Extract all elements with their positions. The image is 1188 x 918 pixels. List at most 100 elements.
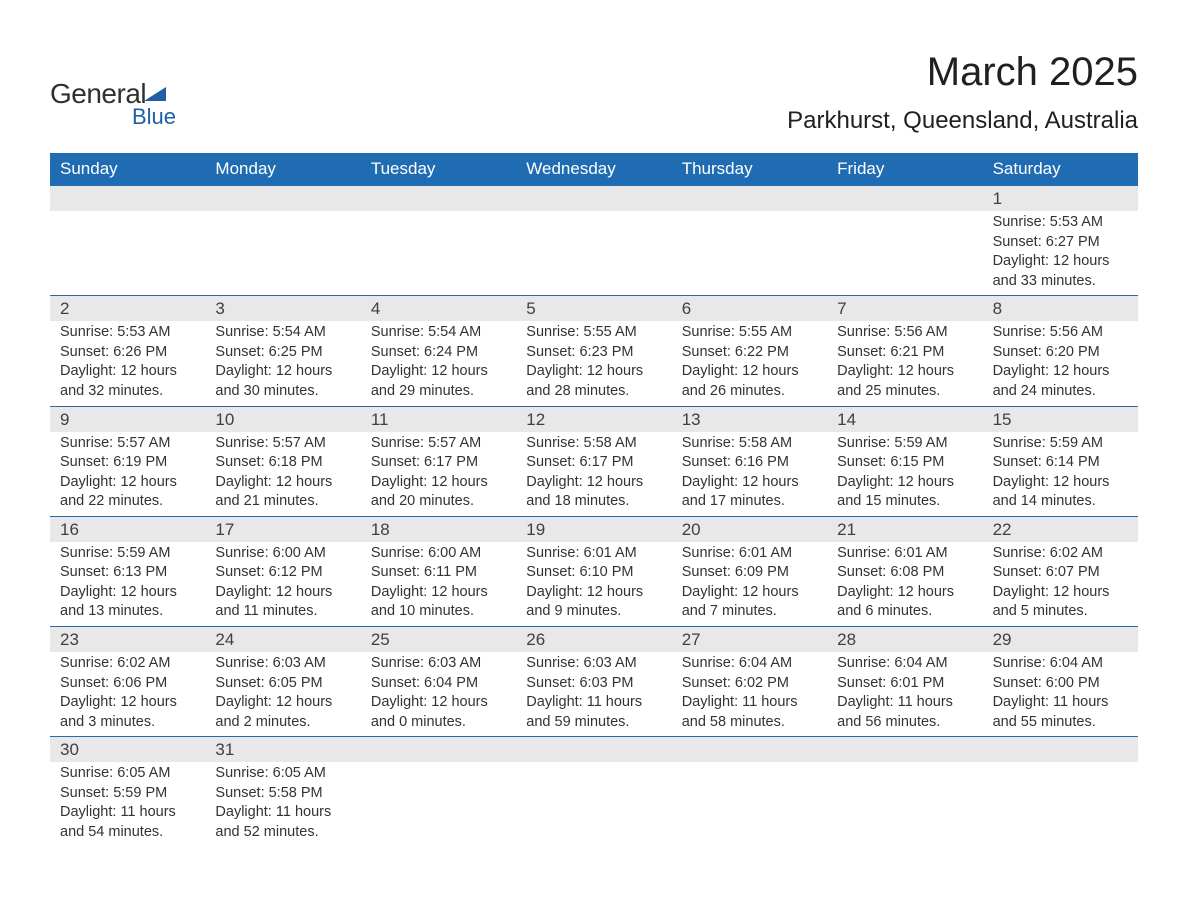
daylight-text: Daylight: 12 hours xyxy=(682,583,817,603)
day-cell: Sunrise: 6:01 AMSunset: 6:08 PMDaylight:… xyxy=(827,542,982,626)
daylight-text: Daylight: 12 hours xyxy=(215,583,350,603)
daylight-text: and 0 minutes. xyxy=(371,713,506,733)
sunset-text: Sunset: 6:06 PM xyxy=(60,674,195,694)
sunset-text: Sunset: 6:17 PM xyxy=(371,453,506,473)
daylight-text: Daylight: 12 hours xyxy=(371,473,506,493)
daylight-text: and 13 minutes. xyxy=(60,602,195,622)
day-number: 4 xyxy=(361,296,516,321)
day-number: 26 xyxy=(516,627,671,652)
location: Parkhurst, Queensland, Australia xyxy=(787,107,1138,135)
week-row: 16171819202122Sunrise: 5:59 AMSunset: 6:… xyxy=(50,516,1138,626)
day-number: 15 xyxy=(983,407,1138,432)
daylight-text: Daylight: 12 hours xyxy=(993,473,1128,493)
daylight-text: Daylight: 12 hours xyxy=(526,583,661,603)
daylight-text: and 20 minutes. xyxy=(371,492,506,512)
day-number: 9 xyxy=(50,407,205,432)
daylight-text: and 54 minutes. xyxy=(60,823,195,843)
sunrise-text: Sunrise: 5:57 AM xyxy=(371,434,506,454)
day-cell: Sunrise: 6:04 AMSunset: 6:00 PMDaylight:… xyxy=(983,652,1138,736)
logo: General Blue xyxy=(50,78,176,130)
sunrise-text: Sunrise: 5:56 AM xyxy=(993,323,1128,343)
day-number: 24 xyxy=(205,627,360,652)
sunset-text: Sunset: 6:25 PM xyxy=(215,343,350,363)
calendar-page: General Blue March 2025 Parkhurst, Queen… xyxy=(50,50,1138,847)
daylight-text: and 24 minutes. xyxy=(993,382,1128,402)
daylight-text: Daylight: 12 hours xyxy=(60,473,195,493)
day-number: 28 xyxy=(827,627,982,652)
day-number-row: 16171819202122 xyxy=(50,517,1138,542)
daylight-text: and 55 minutes. xyxy=(993,713,1128,733)
daylight-text: Daylight: 12 hours xyxy=(215,362,350,382)
day-cell: Sunrise: 6:05 AMSunset: 5:58 PMDaylight:… xyxy=(205,762,360,846)
day-number: 23 xyxy=(50,627,205,652)
day-number: 22 xyxy=(983,517,1138,542)
sunrise-text: Sunrise: 5:59 AM xyxy=(60,544,195,564)
day-number: 10 xyxy=(205,407,360,432)
daylight-text: Daylight: 11 hours xyxy=(837,693,972,713)
day-cell xyxy=(361,762,516,846)
day-number xyxy=(361,186,516,211)
day-cell: Sunrise: 5:53 AMSunset: 6:26 PMDaylight:… xyxy=(50,321,205,405)
sunset-text: Sunset: 6:22 PM xyxy=(682,343,817,363)
daylight-text: and 33 minutes. xyxy=(993,272,1128,292)
sunrise-text: Sunrise: 6:03 AM xyxy=(215,654,350,674)
sunset-text: Sunset: 6:14 PM xyxy=(993,453,1128,473)
day-cell: Sunrise: 5:59 AMSunset: 6:15 PMDaylight:… xyxy=(827,432,982,516)
sunrise-text: Sunrise: 6:00 AM xyxy=(371,544,506,564)
day-number xyxy=(516,737,671,762)
day-cell xyxy=(205,211,360,295)
day-number xyxy=(827,737,982,762)
day-number xyxy=(672,737,827,762)
daylight-text: Daylight: 12 hours xyxy=(993,252,1128,272)
sunset-text: Sunset: 6:07 PM xyxy=(993,563,1128,583)
day-cell xyxy=(827,211,982,295)
weekday-header: Saturday xyxy=(983,153,1138,185)
sunset-text: Sunset: 6:21 PM xyxy=(837,343,972,363)
sunrise-text: Sunrise: 6:02 AM xyxy=(993,544,1128,564)
day-cell: Sunrise: 6:05 AMSunset: 5:59 PMDaylight:… xyxy=(50,762,205,846)
sunset-text: Sunset: 6:15 PM xyxy=(837,453,972,473)
sunrise-text: Sunrise: 6:01 AM xyxy=(526,544,661,564)
daylight-text: Daylight: 12 hours xyxy=(60,583,195,603)
day-number: 7 xyxy=(827,296,982,321)
day-number xyxy=(672,186,827,211)
sunrise-text: Sunrise: 6:04 AM xyxy=(993,654,1128,674)
day-cell: Sunrise: 6:01 AMSunset: 6:10 PMDaylight:… xyxy=(516,542,671,626)
weekday-header: Thursday xyxy=(672,153,827,185)
daylight-text: and 17 minutes. xyxy=(682,492,817,512)
day-number: 27 xyxy=(672,627,827,652)
day-cell: Sunrise: 6:02 AMSunset: 6:06 PMDaylight:… xyxy=(50,652,205,736)
day-number: 11 xyxy=(361,407,516,432)
day-number xyxy=(983,737,1138,762)
daylight-text: Daylight: 12 hours xyxy=(526,362,661,382)
day-cell: Sunrise: 5:56 AMSunset: 6:21 PMDaylight:… xyxy=(827,321,982,405)
day-cell: Sunrise: 5:57 AMSunset: 6:18 PMDaylight:… xyxy=(205,432,360,516)
sunset-text: Sunset: 6:13 PM xyxy=(60,563,195,583)
daylight-text: and 22 minutes. xyxy=(60,492,195,512)
day-number xyxy=(50,186,205,211)
daylight-text: and 18 minutes. xyxy=(526,492,661,512)
daylight-text: and 30 minutes. xyxy=(215,382,350,402)
daylight-text: Daylight: 12 hours xyxy=(682,362,817,382)
day-cell: Sunrise: 6:00 AMSunset: 6:12 PMDaylight:… xyxy=(205,542,360,626)
day-number: 14 xyxy=(827,407,982,432)
day-number xyxy=(516,186,671,211)
day-number: 30 xyxy=(50,737,205,762)
daylight-text: Daylight: 12 hours xyxy=(60,693,195,713)
day-cell xyxy=(672,762,827,846)
daylight-text: and 52 minutes. xyxy=(215,823,350,843)
day-number: 17 xyxy=(205,517,360,542)
day-number: 18 xyxy=(361,517,516,542)
daylight-text: and 25 minutes. xyxy=(837,382,972,402)
daylight-text: and 58 minutes. xyxy=(682,713,817,733)
sunrise-text: Sunrise: 5:57 AM xyxy=(215,434,350,454)
daylight-text: Daylight: 12 hours xyxy=(60,362,195,382)
daylight-text: and 28 minutes. xyxy=(526,382,661,402)
day-number: 31 xyxy=(205,737,360,762)
sunset-text: Sunset: 6:11 PM xyxy=(371,563,506,583)
daylight-text: and 9 minutes. xyxy=(526,602,661,622)
weekday-header: Sunday xyxy=(50,153,205,185)
daylight-text: and 7 minutes. xyxy=(682,602,817,622)
daylight-text: and 5 minutes. xyxy=(993,602,1128,622)
weekday-header: Monday xyxy=(205,153,360,185)
